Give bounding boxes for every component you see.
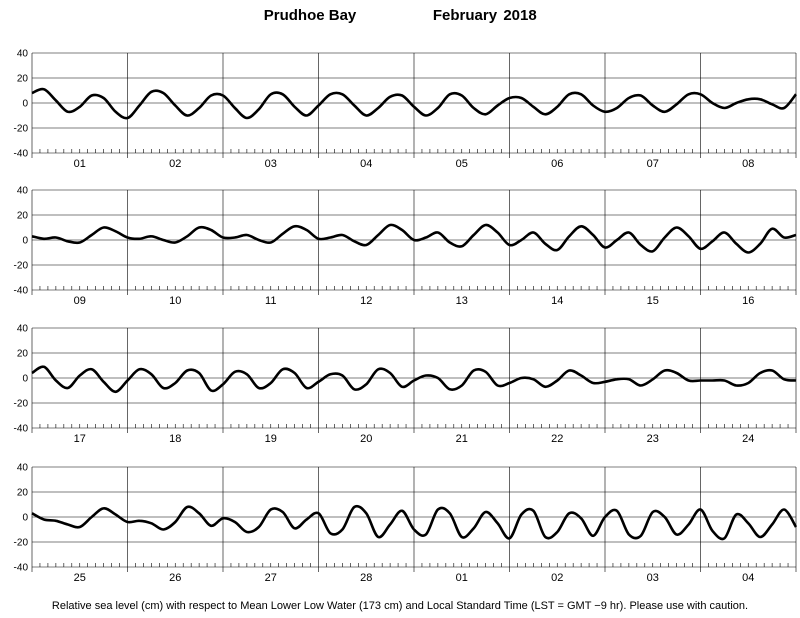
y-tick-label: -40: [14, 424, 29, 435]
y-tick-label: -20: [14, 399, 29, 410]
day-label: 18: [169, 433, 181, 445]
y-tick-label: 40: [17, 324, 29, 335]
day-label: 09: [74, 295, 86, 307]
y-tick-label: -40: [14, 149, 29, 160]
day-label: 03: [265, 158, 277, 170]
day-label: 13: [456, 295, 468, 307]
tide-curve: [31, 504, 798, 541]
day-label: 22: [551, 433, 563, 445]
day-label: 12: [360, 295, 372, 307]
y-tick-label: -20: [14, 538, 29, 549]
y-tick-label: -20: [14, 261, 29, 272]
day-label: 14: [551, 295, 563, 307]
y-tick-label: -40: [14, 563, 29, 574]
chart-title-month: February: [433, 7, 498, 24]
day-label: 04: [360, 158, 372, 170]
day-label: 17: [74, 433, 86, 445]
day-label: 07: [647, 158, 659, 170]
y-tick-label: 40: [17, 463, 29, 474]
y-tick-label: -20: [14, 124, 29, 135]
day-label: 08: [742, 158, 754, 170]
day-label: 26: [169, 572, 181, 584]
day-label: 16: [742, 295, 754, 307]
y-tick-label: 40: [17, 49, 29, 60]
tide-curve: [31, 223, 797, 254]
day-label: 01: [74, 158, 86, 170]
y-tick-label: 0: [22, 513, 28, 524]
day-label: 21: [456, 433, 468, 445]
day-label: 24: [742, 433, 754, 445]
tide-curve: [31, 87, 798, 120]
day-label: 28: [360, 572, 372, 584]
footer-note: Relative sea level (cm) with respect to …: [51, 600, 749, 612]
day-label: 10: [169, 295, 181, 307]
panel-2: 40 20 0 -20 -40 09 10 11 12 13 14 15 16: [14, 186, 797, 307]
day-label: 01: [456, 572, 468, 584]
y-tick-label: -40: [14, 286, 29, 297]
chart-title-year: 2018: [503, 7, 536, 24]
panel-4: 40 20 0 -20 -40 25 26 27 28 01 02 03 04: [14, 463, 798, 584]
day-label: 27: [265, 572, 277, 584]
chart-panels: 40 20 0 -20 -40 01 02 03 04 05 06 07 08 40 20 0 -20 -40 09…: [14, 49, 798, 584]
day-label: 05: [456, 158, 468, 170]
tide-curve: [31, 365, 797, 394]
y-tick-label: 20: [17, 349, 29, 360]
day-label: 19: [265, 433, 277, 445]
chart-title-station: Prudhoe Bay: [264, 7, 357, 24]
day-label: 20: [360, 433, 372, 445]
day-label: 11: [265, 295, 276, 307]
day-label: 04: [742, 572, 754, 584]
y-tick-label: 0: [22, 374, 28, 385]
day-label: 02: [551, 572, 563, 584]
panel-3: 40 20 0 -20 -40 17 18 19 20 21 22 23 24: [14, 324, 797, 445]
y-tick-label: 20: [17, 488, 29, 499]
y-tick-label: 40: [17, 186, 29, 197]
day-label: 15: [647, 295, 659, 307]
y-tick-label: 20: [17, 74, 29, 85]
y-tick-label: 0: [22, 236, 28, 247]
y-tick-label: 0: [22, 99, 28, 110]
day-label: 03: [647, 572, 659, 584]
panel-1: 40 20 0 -20 -40 01 02 03 04 05 06 07 08: [14, 49, 798, 170]
day-label: 25: [74, 572, 86, 584]
day-label: 06: [551, 158, 563, 170]
day-label: 23: [647, 433, 659, 445]
day-label: 02: [169, 158, 181, 170]
y-tick-label: 20: [17, 211, 29, 222]
